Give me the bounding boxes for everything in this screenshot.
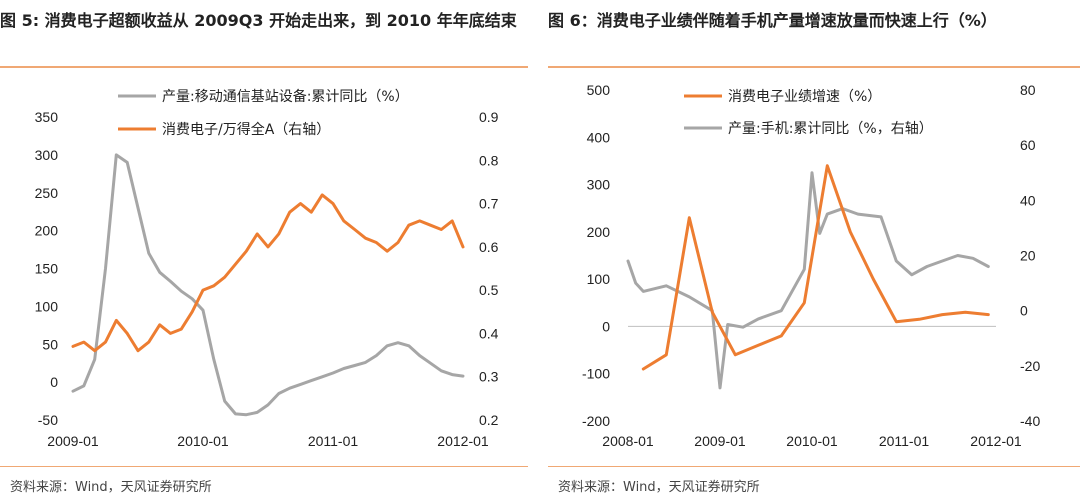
- legend-label: 产量:移动通信基站设备:累计同比（%）: [162, 88, 409, 105]
- x-tick-label: 2011-01: [879, 433, 930, 449]
- y-right-tick-label: 0.7: [479, 196, 499, 212]
- y-left-tick-label: 100: [35, 298, 59, 314]
- left-chart-panel: 图 5: 消费电子超额收益从 2009Q3 开始走出来，到 2010 年年底结束…: [0, 0, 530, 498]
- right-line-chart: -200-1000100200300400500-40-200204060802…: [582, 82, 1040, 449]
- x-tick-label: 2009-01: [694, 433, 746, 449]
- x-tick-label: 2008-01: [602, 433, 654, 449]
- y-right-tick-label: 0.6: [479, 239, 499, 255]
- x-tick-label: 2010-01: [177, 433, 229, 449]
- series-line-orange: [71, 193, 465, 353]
- left-line-chart: -50 0 50 100 150 200 250 300 350 0.2 0.3 0.4 0.5 0.6 0…: [35, 88, 499, 449]
- y-right-tick-label: 60: [1020, 137, 1036, 153]
- series-line-grey: [71, 153, 465, 417]
- y-left-tick-label: 0: [602, 318, 610, 334]
- y-right-tick-label: 0.5: [479, 282, 499, 298]
- right-source-note: 资料来源：Wind，天风证券研究所: [558, 480, 760, 495]
- y-right-tick-label: 0.9: [479, 109, 499, 125]
- y-right-tick-label: -40: [1020, 413, 1040, 429]
- left-source-divider: [0, 466, 528, 467]
- y-left-tick-label: 300: [35, 147, 59, 163]
- x-tick-label: 2011-01: [308, 433, 359, 449]
- x-tick-label: 2010-01: [786, 433, 838, 449]
- y-right-tick-label: 40: [1020, 192, 1036, 208]
- y-right-tick-label: 0.2: [479, 412, 499, 428]
- y-left-tick-label: 300: [587, 177, 611, 193]
- right-source-divider: [548, 466, 1080, 467]
- left-chart-title: 图 5: 消费电子超额收益从 2009Q3 开始走出来，到 2010 年年底结束: [0, 11, 517, 30]
- y-left-tick-label: 500: [587, 82, 611, 98]
- x-tick-label: 2012-01: [970, 433, 1022, 449]
- right-title-divider: [548, 66, 1080, 68]
- series-line-grey: [626, 171, 990, 390]
- y-right-tick-label: 0.8: [479, 152, 499, 168]
- y-left-tick-label: 250: [35, 185, 59, 201]
- y-right-tick-label: 0.3: [479, 369, 499, 385]
- y-left-tick-label: 100: [587, 271, 611, 287]
- y-right-tick-label: 0: [1020, 303, 1028, 319]
- left-title-divider: [0, 66, 528, 68]
- y-left-tick-label: 350: [35, 109, 59, 125]
- y-left-tick-label: 400: [587, 129, 611, 145]
- y-left-tick-label: -200: [582, 413, 610, 429]
- y-left-tick-label: 0: [50, 374, 58, 390]
- y-left-tick-label: 200: [587, 224, 611, 240]
- legend-label: 消费电子业绩增速（%）: [728, 89, 881, 105]
- y-left-tick-label: 50: [42, 336, 58, 352]
- y-right-tick-label: 0.4: [479, 325, 499, 341]
- right-chart-panel: 图 6：消费电子业绩伴随着手机产量增速放量而快速上行（%） -200 -100 0 1…: [548, 0, 1080, 498]
- legend-label: 产量:手机:累计同比（%，右轴）: [728, 121, 933, 137]
- right-chart-title: 图 6：消费电子业绩伴随着手机产量增速放量而快速上行（%）: [548, 11, 997, 30]
- left-source-note: 资料来源：Wind，天风证券研究所: [10, 480, 212, 495]
- y-left-tick-label: 200: [35, 223, 59, 239]
- legend-label: 消费电子/万得全A（右轴）: [162, 121, 330, 138]
- y-left-tick-label: 150: [35, 261, 59, 277]
- y-right-tick-label: 80: [1020, 82, 1036, 98]
- y-right-tick-label: 20: [1020, 248, 1036, 264]
- y-right-tick-label: -20: [1020, 358, 1040, 374]
- series-line-orange: [641, 164, 990, 371]
- x-tick-label: 2012-01: [437, 433, 489, 449]
- y-left-tick-label: -50: [38, 412, 58, 428]
- x-tick-label: 2009-01: [47, 433, 99, 449]
- y-left-tick-label: -100: [582, 366, 610, 382]
